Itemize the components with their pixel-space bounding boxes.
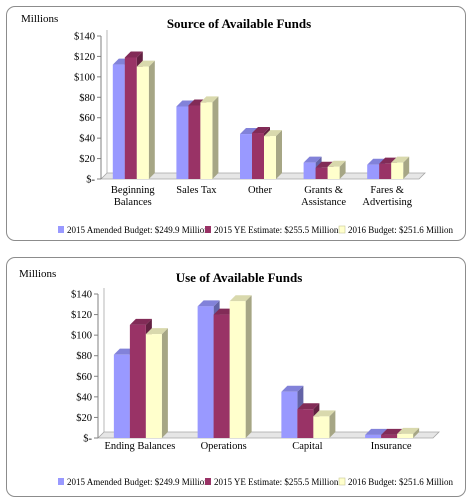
y-tick-label: $120 xyxy=(71,310,92,321)
bar xyxy=(200,96,219,179)
y-tick-label: $140 xyxy=(71,290,92,301)
y-tick-label: $80 xyxy=(79,93,95,104)
y-tick-label: $60 xyxy=(76,372,92,383)
bar xyxy=(136,60,155,180)
y-tick-label: $20 xyxy=(79,154,95,165)
legend-entry: 2015 Amended Budget: $249.9 Million xyxy=(58,477,209,487)
x-tick-label: Assistance xyxy=(301,197,346,208)
y-tick-label: $40 xyxy=(76,392,92,403)
legend-label: 2015 YE Estimate: $255.5 Million xyxy=(214,225,339,235)
bar xyxy=(264,130,282,179)
x-tick-label: Balances xyxy=(114,197,152,208)
y-tick-label: $- xyxy=(83,434,92,445)
x-tick-label: Ending Balances xyxy=(104,441,175,452)
bar xyxy=(145,328,168,438)
y-tick-label: $140 xyxy=(74,32,95,43)
chart-title: Source of Available Funds xyxy=(167,16,311,31)
back-wall xyxy=(98,288,439,438)
x-tick-label: Operations xyxy=(201,441,247,452)
y-tick-label: $60 xyxy=(79,113,95,124)
x-tick-label: Grants & xyxy=(304,185,343,196)
source-funds-chart: Source of Available Funds Millions $- $20 $4… xyxy=(21,13,454,235)
source-funds-chart-panel: Source of Available Funds Millions $- $20 $4… xyxy=(6,6,466,241)
y-tick-label: $120 xyxy=(74,52,95,63)
bar xyxy=(229,295,252,438)
use-funds-chart-panel: Use of Available Funds Millions $- $20 $40 $6… xyxy=(6,257,466,497)
bar xyxy=(327,160,346,179)
legend-entry: 2015 Amended Budget: $249.9 Million xyxy=(58,225,209,235)
x-tick-label: Insurance xyxy=(371,441,412,452)
x-tick-label: Other xyxy=(248,185,272,196)
x-tick-label: Fares & xyxy=(370,185,404,196)
y-tick-label: $100 xyxy=(71,331,92,342)
x-tick-label: Sales Tax xyxy=(176,185,217,196)
y-tick-label: $20 xyxy=(76,413,92,424)
legend-label: 2015 Amended Budget: $249.9 Million xyxy=(67,225,209,235)
y-tick-label: $100 xyxy=(74,72,95,83)
x-tick-label: Beginning xyxy=(111,185,155,196)
y-axis-label: Millions xyxy=(19,268,56,280)
y-tick-label: $80 xyxy=(76,351,92,362)
legend-label: 2015 Amended Budget: $249.9 Million xyxy=(67,477,209,487)
bar xyxy=(397,427,420,438)
chart-title: Use of Available Funds xyxy=(176,270,303,285)
legend-entry: 2015 YE Estimate: $255.5 Million xyxy=(205,477,339,487)
legend-label: 2015 YE Estimate: $255.5 Million xyxy=(214,477,339,487)
y-axis-label: Millions xyxy=(21,13,58,25)
y-tick-label: $- xyxy=(86,175,95,186)
use-funds-chart: Use of Available Funds Millions $- $20 $40 $6… xyxy=(19,268,454,487)
legend-entry: 2016 Budget: $251.6 Million xyxy=(338,225,454,235)
x-tick-label: Advertising xyxy=(362,197,412,208)
legend-entry: 2016 Budget: $251.6 Million xyxy=(338,477,454,487)
legend-label: 2016 Budget: $251.6 Million xyxy=(348,477,454,487)
x-tick-label: Capital xyxy=(292,441,322,452)
bar xyxy=(313,410,336,438)
y-tick-label: $40 xyxy=(79,134,95,145)
legend-label: 2016 Budget: $251.6 Million xyxy=(348,225,454,235)
legend-entry: 2015 YE Estimate: $255.5 Million xyxy=(205,225,339,235)
bar xyxy=(391,156,410,179)
